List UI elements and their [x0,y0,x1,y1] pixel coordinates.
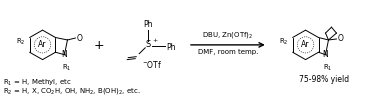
Text: DMF, room temp.: DMF, room temp. [198,49,258,55]
Text: DBU, Zn(OTf)$_2$: DBU, Zn(OTf)$_2$ [202,30,254,40]
Text: O: O [338,34,343,44]
Text: R$_1$ = H, Methyl, etc: R$_1$ = H, Methyl, etc [3,78,71,88]
Text: N: N [62,50,67,59]
Text: R$_1$: R$_1$ [323,63,332,73]
Text: Ph: Ph [143,20,153,29]
Text: O: O [76,34,82,43]
Text: 75-98% yield: 75-98% yield [299,75,350,84]
Text: R$_2$: R$_2$ [16,37,26,47]
Text: R$_1$: R$_1$ [62,63,71,73]
Text: R$_2$ = H, X, CO$_2$H, OH, NH$_2$, B(OH)$_2$, etc.: R$_2$ = H, X, CO$_2$H, OH, NH$_2$, B(OH)… [3,86,140,96]
Text: Ar: Ar [38,40,47,49]
Text: $^{-}$OTf: $^{-}$OTf [142,59,162,70]
Text: S: S [146,40,151,49]
Text: +: + [94,39,105,52]
Text: N: N [322,50,328,59]
Text: R$_2$: R$_2$ [279,37,289,47]
Text: Ar: Ar [301,40,310,49]
Text: Ph: Ph [166,43,176,52]
Text: +: + [152,38,157,43]
